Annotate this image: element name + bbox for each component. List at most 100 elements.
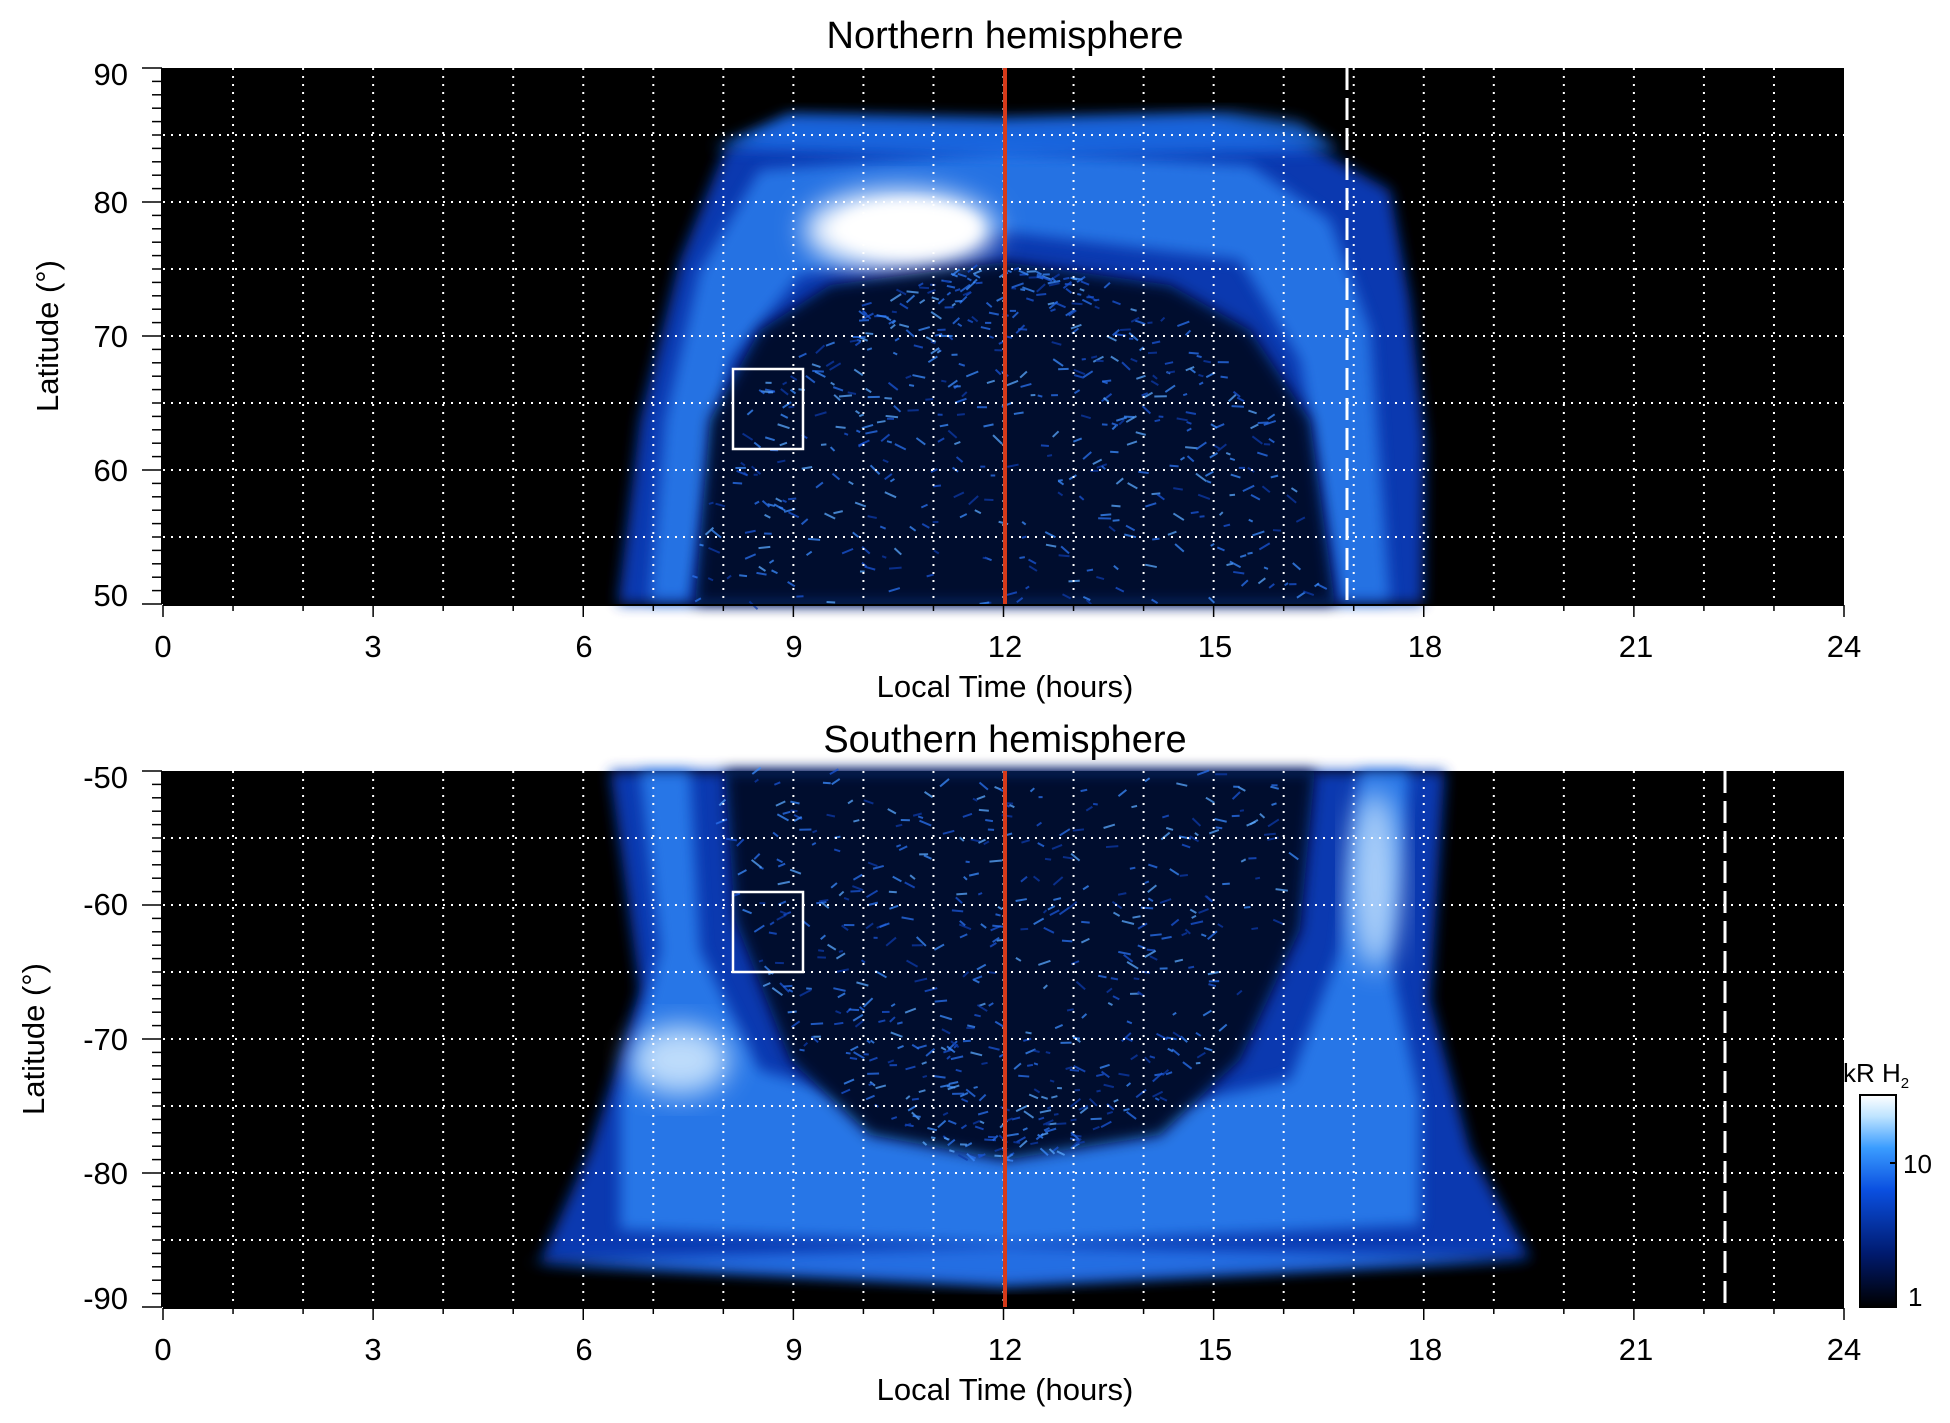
speckle-mark	[1106, 1110, 1114, 1115]
speckle-mark	[1006, 1132, 1019, 1137]
speckle-mark	[1043, 1127, 1050, 1132]
speckle-mark	[1039, 1109, 1052, 1114]
speckle-mark	[1011, 282, 1024, 289]
speckle-mark	[1079, 1106, 1089, 1115]
speckle-mark	[1244, 906, 1251, 909]
speckle-mark	[1167, 530, 1177, 536]
speckle-mark	[979, 1120, 985, 1125]
speckle-mark	[866, 347, 873, 351]
speckle-mark	[886, 440, 893, 444]
speckle-mark	[1145, 502, 1157, 508]
speckle-mark	[909, 874, 916, 880]
speckle-mark	[1174, 958, 1184, 963]
speckle-mark	[789, 388, 797, 395]
speckle-mark	[896, 1021, 903, 1025]
speckle-mark	[957, 272, 967, 278]
southern-x-tick-label: 6	[575, 1332, 592, 1367]
speckle-mark	[1184, 928, 1191, 935]
speckle-mark	[959, 1091, 969, 1098]
speckle-mark	[1263, 566, 1269, 570]
speckle-mark	[1258, 542, 1271, 551]
speckle-mark	[949, 1149, 955, 1153]
speckle-mark	[974, 1013, 981, 1018]
speckle-mark	[917, 815, 924, 819]
speckle-mark	[780, 413, 789, 419]
speckle-mark	[1166, 370, 1176, 374]
speckle-mark	[1106, 987, 1113, 994]
speckle-mark	[1261, 485, 1271, 494]
speckle-mark	[1198, 908, 1209, 914]
speckle-mark	[994, 368, 1002, 376]
speckle-mark	[923, 854, 932, 860]
southern-x-tick-labels: 0 3 6 9 12 15 18 21 24	[154, 1332, 1861, 1367]
southern-bright-arc-right	[1350, 790, 1400, 970]
speckle-mark	[1144, 1056, 1151, 1064]
southern-auroral-band-bright	[620, 771, 1420, 1245]
speckle-mark	[1021, 535, 1027, 539]
speckle-mark	[1189, 368, 1197, 374]
speckle-mark	[965, 1088, 976, 1098]
speckle-mark	[933, 943, 945, 951]
speckle-mark	[694, 597, 702, 603]
speckle-mark	[1145, 563, 1157, 569]
speckle-mark	[1149, 955, 1158, 961]
speckle-mark	[931, 296, 940, 301]
speckle-mark	[865, 1094, 875, 1101]
speckle-mark	[833, 987, 846, 992]
speckle-mark	[898, 845, 908, 852]
speckle-mark	[865, 332, 874, 336]
northern-emission	[618, 112, 1425, 604]
speckle-mark	[1060, 545, 1070, 555]
speckle-mark	[1240, 579, 1249, 587]
speckle-mark	[1042, 909, 1048, 914]
speckle-mark	[904, 881, 916, 889]
speckle-mark	[1292, 562, 1302, 571]
speckle-mark	[1036, 275, 1044, 280]
speckle-mark	[1044, 1127, 1057, 1133]
speckle-mark	[942, 829, 955, 835]
speckle-mark	[835, 952, 846, 960]
speckle-mark	[1195, 1031, 1202, 1037]
speckle-mark	[930, 468, 938, 473]
speckle-mark	[1026, 270, 1037, 273]
speckle-mark	[858, 310, 866, 317]
speckle-mark	[1162, 814, 1170, 819]
speckle-mark	[1110, 355, 1119, 363]
speckle-mark	[924, 987, 938, 993]
speckle-mark	[1159, 1096, 1168, 1102]
speckle-mark	[831, 778, 841, 786]
speckle-mark	[930, 347, 940, 355]
speckle-mark	[1028, 558, 1037, 565]
speckle-mark	[1021, 521, 1027, 526]
speckle-mark	[1099, 1063, 1110, 1069]
speckle-mark	[918, 282, 924, 287]
speckle-mark	[854, 340, 862, 347]
speckle-mark	[1120, 328, 1131, 332]
speckle-mark	[767, 503, 776, 508]
northern-y-tick-label: 80	[94, 185, 128, 220]
speckle-mark	[715, 818, 728, 825]
speckle-mark	[1051, 341, 1062, 346]
speckle-mark	[1007, 463, 1019, 468]
speckle-mark	[1111, 504, 1121, 508]
speckle-mark	[1181, 931, 1188, 937]
speckle-mark	[707, 577, 714, 582]
speckle-mark	[1053, 1112, 1059, 1116]
speckle-mark	[718, 798, 727, 807]
speckle-mark	[1071, 302, 1083, 306]
speckle-mark	[964, 1142, 973, 1148]
southern-x-tick-label: 18	[1408, 1332, 1442, 1367]
speckle-mark	[937, 437, 945, 443]
speckle-mark	[1049, 909, 1060, 917]
speckle-mark	[946, 1055, 951, 1060]
southern-x-tick-label: 12	[988, 1332, 1022, 1367]
speckle-mark	[867, 901, 879, 907]
speckle-mark	[1128, 332, 1139, 342]
speckle-mark	[1202, 1009, 1212, 1017]
speckle-mark	[1197, 493, 1211, 501]
speckle-mark	[737, 869, 747, 876]
speckle-mark	[1005, 591, 1018, 597]
speckle-mark	[887, 381, 899, 391]
speckle-mark	[1130, 316, 1140, 323]
speckle-mark	[1130, 357, 1138, 363]
